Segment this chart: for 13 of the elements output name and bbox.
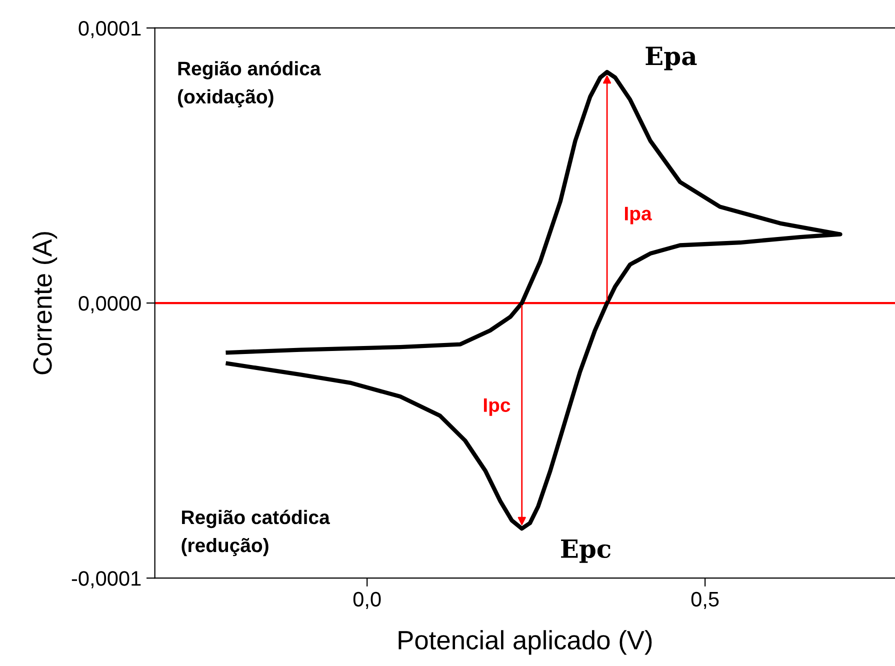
y-tick-label: -0,0001 [72, 571, 141, 588]
annotation: Ipa [625, 206, 652, 224]
annotation: Região catódica (redução) [182, 510, 330, 556]
x-tick-label: 0,5 [691, 592, 719, 610]
annotation: Região anódica (oxidação) [178, 60, 321, 108]
y-tick-label: 0,0001 [78, 20, 141, 38]
x-tick-label: 0,0 [353, 592, 381, 610]
annotation: Epc [561, 539, 611, 563]
y-tick-label: 0,0000 [78, 296, 141, 314]
x-axis-title: Potencial aplicado (V) [398, 630, 652, 655]
y-axis-title: Corrente (A) [32, 232, 58, 374]
annotation: Epa [646, 46, 697, 70]
annotation: Ipc [484, 398, 510, 416]
